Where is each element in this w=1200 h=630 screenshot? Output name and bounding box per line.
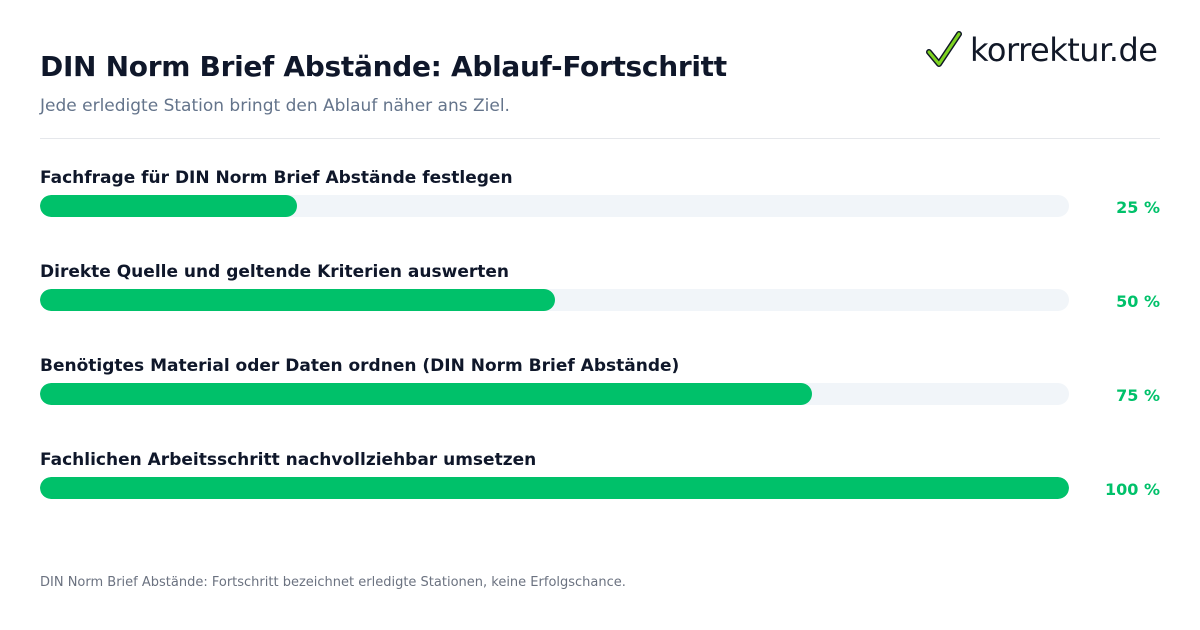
bar-label: Fachlichen Arbeitsschritt nachvollziehba… <box>40 450 537 470</box>
bar-fill <box>40 289 555 311</box>
chart-subtitle: Jede erledigte Station bringt den Ablauf… <box>40 96 510 116</box>
bar-track <box>40 383 1069 405</box>
bar-label: Benötigtes Material oder Daten ordnen (D… <box>40 356 680 376</box>
bar-row: Fachlichen Arbeitsschritt nachvollziehba… <box>40 450 1160 510</box>
bar-fill <box>40 195 298 217</box>
checkmark-icon <box>926 31 962 67</box>
footnote: DIN Norm Brief Abstände: Fortschritt bez… <box>40 575 626 590</box>
bar-value-label: 25 % <box>1116 198 1160 217</box>
bar-label: Direkte Quelle und geltende Kriterien au… <box>40 262 509 282</box>
bar-track <box>40 289 1069 311</box>
bar-track <box>40 477 1069 499</box>
logo-text: korrektur.de <box>970 31 1158 69</box>
bar-row: Benötigtes Material oder Daten ordnen (D… <box>40 356 1160 416</box>
header-divider <box>40 138 1160 139</box>
bar-row: Fachfrage für DIN Norm Brief Abstände fe… <box>40 168 1160 228</box>
chart-title: DIN Norm Brief Abstände: Ablauf-Fortschr… <box>40 50 727 83</box>
bar-value-label: 50 % <box>1116 292 1160 311</box>
bar-track <box>40 195 1069 217</box>
bar-value-label: 75 % <box>1116 386 1160 405</box>
bar-row: Direkte Quelle und geltende Kriterien au… <box>40 262 1160 322</box>
bar-value-label: 100 % <box>1105 480 1160 499</box>
bar-fill <box>40 383 812 405</box>
brand-logo: korrektur.de <box>926 30 1158 70</box>
bar-fill <box>40 477 1069 499</box>
bar-label: Fachfrage für DIN Norm Brief Abstände fe… <box>40 168 513 188</box>
